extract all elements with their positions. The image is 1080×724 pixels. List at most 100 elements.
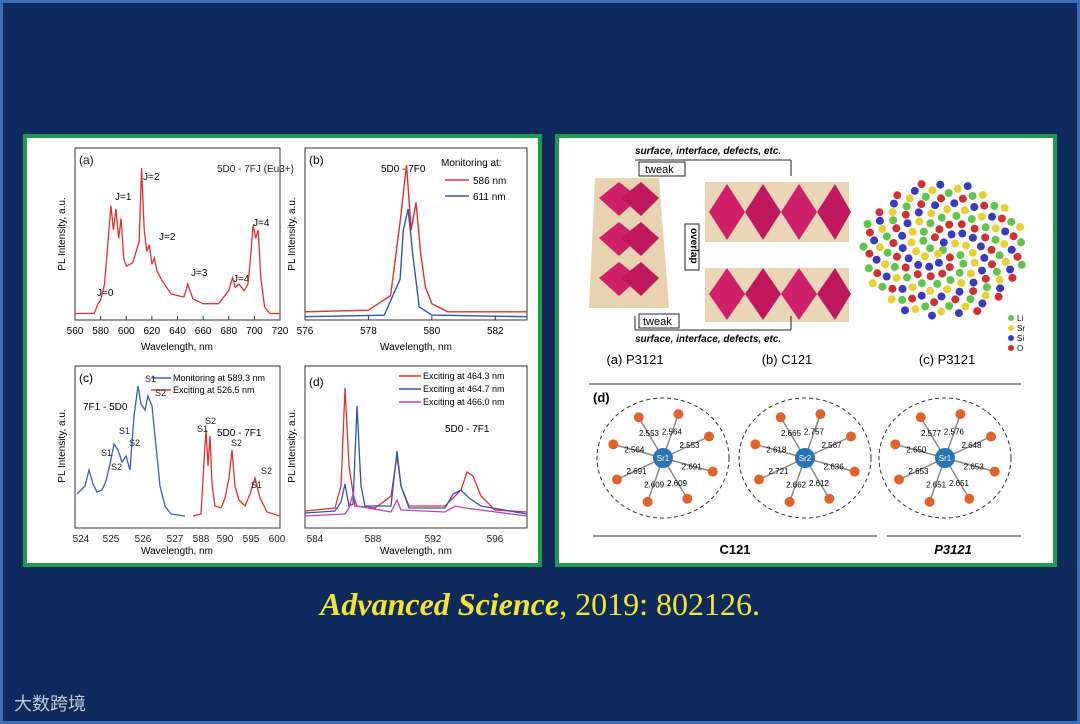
atom: [892, 224, 901, 233]
bond-distance: 2.651: [926, 481, 947, 490]
atom: [978, 190, 987, 199]
atom: [901, 306, 909, 315]
atom: [917, 200, 926, 209]
atom: [951, 239, 960, 248]
atom: [1008, 273, 1017, 282]
atom: [892, 274, 901, 282]
tweak-label-bottom: tweak: [643, 316, 672, 328]
atom: [865, 249, 874, 258]
atom: [933, 279, 942, 288]
atom: [952, 211, 961, 220]
structure-a-polyhedra: [589, 178, 669, 308]
peak-label: S2: [111, 462, 122, 472]
atom: [931, 201, 940, 210]
bond-distance: 2.576: [944, 427, 965, 436]
atom: [865, 228, 874, 237]
atom: [878, 282, 887, 291]
panel-c-series-exciting: [192, 429, 281, 517]
panel-d-xlabel: Wavelength, nm: [380, 546, 452, 557]
atom: [930, 298, 939, 307]
bond-distance: 2.618: [766, 446, 787, 455]
atom: [883, 248, 892, 257]
citation-caption: Advanced Science, 2019: 802126.: [0, 586, 1080, 623]
legend-586: 586 nm: [473, 176, 506, 187]
atom: [995, 275, 1004, 284]
atom: [903, 273, 911, 282]
atom: [943, 285, 952, 294]
bond-distance: 2.609: [667, 479, 688, 488]
atom: [926, 219, 935, 228]
group-c121: C121: [719, 542, 750, 557]
atom: [1016, 222, 1025, 231]
panel-a-legend-title: 5D0 - 7FJ (Eu3+): [217, 164, 294, 175]
bond-distance: 2.650: [906, 446, 927, 455]
atom: [907, 238, 916, 247]
panel-d-annotation: 5D0 - 7F1: [445, 424, 490, 435]
panel-b-label: (b): [309, 153, 324, 167]
atom: [990, 201, 999, 210]
peak-annotation: J=4: [253, 218, 270, 229]
panel-c-ylabel: PL Intensity, a.u.: [57, 409, 68, 482]
atom: [889, 216, 898, 225]
oxygen-atom: [750, 439, 761, 450]
atom: [970, 258, 979, 267]
bond-distance: 2.636: [824, 462, 845, 471]
center-atom-label: Sr2: [799, 454, 812, 463]
watermark-logo: 大数跨境: [14, 694, 86, 715]
peak-label: S1: [145, 374, 156, 384]
svg-text:Li: Li: [1017, 314, 1023, 323]
atom: [863, 220, 872, 228]
atom: [910, 186, 919, 195]
atom: [991, 224, 1000, 233]
atom: [959, 259, 968, 268]
oxygen-atom: [673, 409, 684, 420]
oxygen-atom: [824, 493, 835, 504]
oxygen-atom: [775, 412, 786, 423]
peak-label: S1: [251, 480, 262, 490]
atom: [955, 287, 964, 296]
cluster-boundary: [878, 397, 1012, 519]
atom: [969, 287, 978, 296]
atom: [973, 307, 982, 316]
oxygen-atom: [642, 496, 653, 507]
atom: [928, 311, 936, 320]
bond-distance: 2.564: [624, 446, 645, 455]
panel-b-legend-title: Monitoring at:: [441, 158, 502, 169]
atom: [882, 232, 891, 241]
atom: [1006, 265, 1015, 274]
tick-label: 526: [135, 534, 152, 545]
atom: [951, 295, 960, 304]
oxygen-atom: [924, 496, 935, 507]
atom: [946, 276, 955, 284]
structure-b-bottom: [705, 268, 851, 322]
tick-label: 700: [246, 326, 263, 337]
coordination-clusters: 2.5642.5532.6912.6092.6092.6912.5642.553…: [596, 397, 1012, 519]
bond-distance: 2.651: [949, 479, 970, 488]
panel-c: (c) Monitoring at 589.3 nm Exciting at 5…: [57, 365, 286, 557]
panel-d-series-466-0: [304, 491, 528, 517]
panel-b-ylabel: PL Intensity, a.u.: [287, 197, 298, 270]
peak-annotation: J=4: [233, 274, 250, 285]
atom: [912, 247, 921, 256]
tick-label: 640: [169, 326, 186, 337]
tick-label: 524: [73, 534, 90, 545]
panel-b: (b) 5D0 - 7F0 Monitoring at: 586 nm 611 …: [287, 147, 528, 353]
structure-figure: surface, interface, defects, etc. tweak …: [555, 134, 1057, 567]
atom: [904, 254, 913, 263]
atom: [950, 199, 959, 208]
panel-d-ylabel: PL Intensity, a.u.: [287, 409, 298, 482]
tick-label: 595: [243, 534, 260, 545]
bond-distance: 2.553: [639, 429, 660, 438]
bond-distance: 2.691: [682, 462, 703, 471]
tick-label: 600: [269, 534, 286, 545]
atom: [888, 284, 897, 293]
atom: [981, 291, 990, 300]
panel-c-ann-left: 7F1 - 5D0: [83, 402, 128, 413]
tick-label: 720: [272, 326, 289, 337]
atom: [996, 284, 1005, 293]
legend-464-3: Exciting at 464.3 nm: [423, 371, 505, 381]
oxygen-atom: [964, 493, 975, 504]
panel-c-ann-right: 5D0 - 7F1: [217, 428, 262, 439]
atom: [930, 233, 939, 242]
center-atom: [795, 448, 815, 468]
